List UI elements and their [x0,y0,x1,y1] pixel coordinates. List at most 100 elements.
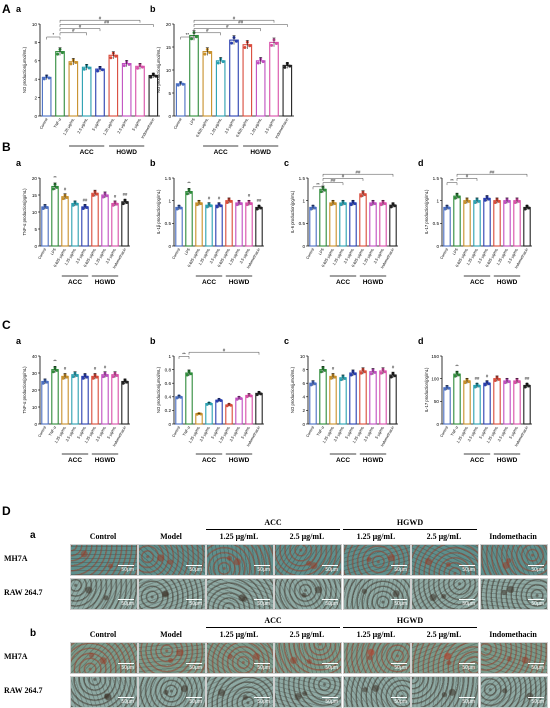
bar-7 [245,394,253,425]
bar-5 [225,404,233,425]
data-point [523,207,527,211]
data-point [96,69,100,73]
scale-bar: 50μm [118,565,134,573]
y-tick-label: 0.5 [299,221,306,226]
data-point [219,399,223,403]
hist-group-hgwd-line [343,627,477,628]
scale-bar: 50μm [459,599,475,607]
data-point [105,373,109,377]
svg-text:**: ** [316,182,320,187]
histology-image: 50μm [480,676,548,708]
data-point [185,373,189,377]
data-point [245,395,249,399]
group-label-acc: ACC [470,457,484,464]
data-point [379,371,383,375]
data-point [75,373,79,377]
svg-text:#: # [226,24,229,29]
data-point [215,205,219,209]
bar-chart-c-a: a 0 10 20 30 40 TNF-α production(pg/mL) Control… [16,336,130,464]
data-point [190,37,194,41]
data-point [85,375,89,379]
x-tick-label: 2.5 μg/mL [373,248,385,265]
bar-chart-c-c: c 0 2 4 6 8 10 NO production(μmol/mL) Control TNF… [284,336,398,464]
data-point [373,202,377,206]
data-point [319,190,323,194]
bar-0 [175,206,183,247]
significance-mark: # [248,193,251,198]
data-point [259,206,263,210]
x-tick-label: LPS [189,117,196,126]
panel-letter-d: D [2,504,11,518]
significance-bracket: ** [312,182,324,190]
y-axis-label: IL-1β production(pg/mL) [156,189,161,234]
x-tick-label: Control [305,247,315,260]
data-point [230,41,234,45]
data-point [393,204,397,208]
chart-sub-letter: b [150,4,156,14]
x-tick-label: TNF-α [53,117,62,129]
data-point [393,374,397,378]
data-point [323,188,327,192]
bar-3 [81,66,92,117]
data-point [100,68,104,72]
scale-bar: 50μm [391,599,407,607]
hist-column-header: Model [160,630,182,639]
data-point [369,372,373,376]
y-tick-label: 50 [434,399,440,404]
group-label-hgwd: HGWD [229,279,250,286]
bar-3 [71,374,79,425]
data-point [309,207,313,211]
x-tick-label: TNF-α [48,425,57,437]
scale-bar: 50μm [254,663,270,671]
panel-letter-b: B [2,140,11,154]
bar-2 [195,202,203,247]
panel-letter-a: A [2,2,11,16]
bar-8 [523,206,531,247]
data-point [523,385,527,389]
chart-sub-letter: d [418,336,424,346]
scale-bar: 50μm [322,565,338,573]
bar-6 [235,397,243,425]
scale-bar: 50μm [186,599,202,607]
bar-6 [235,202,243,247]
histology-image: 50μm [206,642,274,674]
data-point [101,195,105,199]
y-tick-label: 0.8 [165,367,172,372]
y-tick-label: 1.5 [433,176,440,181]
bar-0 [309,206,317,247]
data-point [477,199,481,203]
y-axis-label: TNF-α production(pg/mL) [22,366,27,414]
x-tick-label: Control [305,425,315,438]
data-point [473,200,477,204]
significance-bracket: ** [178,352,190,359]
hist-column-header: Model [160,532,182,541]
bar-1 [319,188,327,247]
significance-bracket: # [193,24,261,32]
data-point [55,185,59,189]
y-tick-label: 0.2 [165,408,172,413]
significance-mark: ## [83,197,88,202]
histology-image: 50μm [480,642,548,674]
data-point [274,42,278,46]
y-tick-label: 1 [302,198,305,203]
x-tick-label: 5 μg/mL [92,118,102,132]
histology-sub-letter: b [30,628,37,639]
histology-image: 50μm [343,578,411,610]
scale-bar: 50μm [528,663,544,671]
y-tick-label: 1 [168,198,171,203]
bar-1 [453,373,461,425]
chart-sub-letter: c [284,158,289,168]
chart-sub-letter: a [16,158,22,168]
data-point [181,82,185,86]
bar-7 [111,202,119,247]
histology-image: 50μm [138,544,206,576]
x-tick-label: Control [173,117,183,130]
bar-7 [135,65,145,117]
x-tick-label: Control [171,425,181,438]
hist-column-header: 1.25 μg/mL [219,532,259,541]
chart-sub-letter: d [418,158,424,168]
x-tick-label: 1.25 μg/mL [102,118,115,137]
data-point [61,376,65,380]
bar-6 [503,200,511,247]
bar-2 [202,51,213,117]
